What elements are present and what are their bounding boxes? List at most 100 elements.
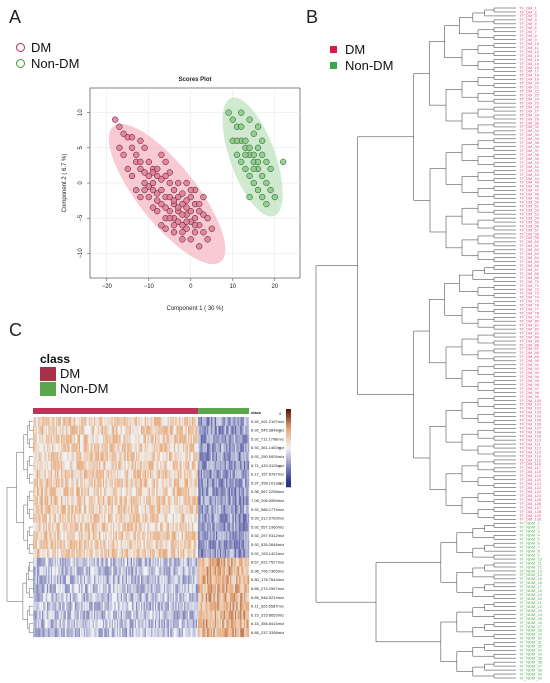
heatmap-cell xyxy=(198,505,200,514)
heatmap-cell xyxy=(102,549,105,558)
heatmap-cell xyxy=(223,434,226,444)
heatmap-cell xyxy=(119,575,121,585)
heatmap-cell xyxy=(170,575,172,585)
heatmap-cell xyxy=(83,610,86,620)
heatmap-cell xyxy=(66,531,68,541)
heatmap-cell xyxy=(88,531,91,541)
dendrogram-leaf-label: TF_DM_70 xyxy=(519,279,540,284)
heatmap-cell xyxy=(223,601,226,611)
heatmap-cell xyxy=(76,601,78,611)
heatmap-cell xyxy=(87,584,90,594)
dendrogram-leaf-label: TF_NDM_33 xyxy=(519,648,543,653)
heatmap-cell xyxy=(71,425,73,435)
heatmap-cell xyxy=(83,522,86,532)
heatmap-cell xyxy=(200,513,203,523)
heatmap-cell xyxy=(64,425,67,435)
heatmap-cell xyxy=(177,601,180,611)
heatmap-cell xyxy=(142,549,144,558)
heatmap-cell xyxy=(88,434,91,444)
heatmap-cell xyxy=(67,478,69,488)
heatmap-cell xyxy=(40,513,43,523)
dendrogram-leaf-label: TF_NDM_26 xyxy=(519,620,543,625)
dendrogram-leaf-label: TF_DM_46 xyxy=(519,184,540,189)
heatmap-cell xyxy=(190,566,192,576)
heatmap-cell xyxy=(82,610,84,620)
heatmap-cell xyxy=(185,505,187,514)
heatmap-cell xyxy=(207,601,209,611)
heatmap-cell xyxy=(38,443,40,453)
heatmap-cell xyxy=(78,443,81,453)
heatmap-cell xyxy=(105,469,107,479)
heatmap-cell xyxy=(71,443,73,453)
heatmap-cell xyxy=(180,566,182,576)
heatmap-cell xyxy=(97,478,100,488)
dendrogram-leaf-label: TF_DM_12 xyxy=(519,49,540,54)
heatmap-cell xyxy=(80,452,82,462)
heatmap-cell xyxy=(165,513,167,523)
heatmap-cell xyxy=(107,593,110,602)
heatmap-cell xyxy=(80,443,82,453)
heatmap-cell xyxy=(210,434,213,444)
heatmap-cell xyxy=(152,443,154,453)
heatmap-cell xyxy=(73,522,76,532)
heatmap-cell xyxy=(127,478,129,488)
scores-point-dm xyxy=(133,186,140,194)
heatmap-cell xyxy=(172,425,175,435)
heatmap-cell xyxy=(194,469,196,479)
scores-point-dm xyxy=(196,207,203,215)
heatmap-cell xyxy=(76,610,78,620)
heatmap-cell xyxy=(107,478,110,488)
heatmap-cell xyxy=(158,593,161,602)
heatmap-cell xyxy=(80,505,82,514)
heatmap-cell xyxy=(240,531,242,541)
heatmap-cell xyxy=(100,496,102,506)
heatmap-cell xyxy=(107,443,110,453)
heatmap-cell xyxy=(181,478,184,488)
heatmap-cell xyxy=(48,505,50,514)
heatmap-cell xyxy=(46,417,49,426)
heatmap-cell xyxy=(232,417,234,426)
heatmap-cell xyxy=(236,469,238,479)
heatmap-cell xyxy=(175,452,177,462)
heatmap-cell xyxy=(233,557,236,567)
heatmap-cell xyxy=(161,584,163,594)
heatmap-cell xyxy=(71,522,73,532)
heatmap-cell xyxy=(111,531,114,541)
heatmap-cell xyxy=(128,601,130,611)
heatmap-cell xyxy=(191,540,194,550)
heatmap-cell xyxy=(77,593,79,602)
heatmap-cell xyxy=(209,601,212,611)
heatmap-cell xyxy=(146,425,148,435)
heatmap-cell xyxy=(227,566,229,576)
heatmap-cell xyxy=(213,478,215,488)
panel-letter-b: B xyxy=(306,7,319,27)
heatmap-cell xyxy=(69,584,72,594)
dendrogram-leaf-label: TF_DM_116 xyxy=(519,461,542,466)
heatmap-cell xyxy=(246,469,248,479)
heatmap-cell xyxy=(226,593,228,602)
heatmap-cell xyxy=(214,417,217,426)
heatmap-cell xyxy=(118,434,120,444)
heatmap-cell xyxy=(224,496,227,506)
heatmap-cell xyxy=(231,522,233,532)
heatmap-cell xyxy=(139,566,142,576)
heatmap-cell xyxy=(133,522,135,532)
heatmap-cell xyxy=(160,469,162,479)
heatmap-cell xyxy=(72,452,74,462)
heatmap-cell xyxy=(46,593,49,602)
heatmap-cell xyxy=(208,487,210,497)
heatmap-cell xyxy=(181,575,184,585)
heatmap-cell xyxy=(199,575,201,585)
heatmap-cell xyxy=(55,593,58,602)
heatmap-cell xyxy=(124,478,126,488)
heatmap-cell xyxy=(128,522,130,532)
heatmap-cell xyxy=(116,540,119,550)
heatmap-cell xyxy=(36,425,39,435)
heatmap-cell xyxy=(141,452,143,462)
heatmap-cell xyxy=(77,469,79,479)
heatmap-cell xyxy=(176,601,178,611)
heatmap-cell xyxy=(141,610,143,620)
heatmap-cell xyxy=(171,443,173,453)
heatmap-cell xyxy=(189,549,191,558)
heatmap-cell xyxy=(52,496,54,506)
